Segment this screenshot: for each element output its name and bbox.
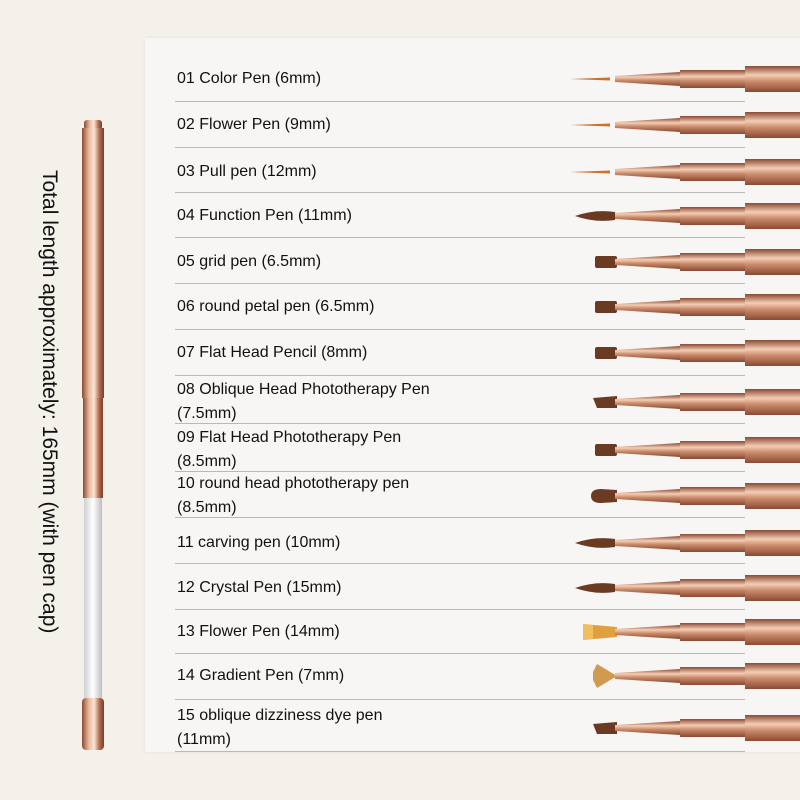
pen-label: 03 Pull pen (12mm) bbox=[177, 163, 317, 180]
row-divider bbox=[175, 471, 745, 472]
row-divider bbox=[175, 751, 745, 752]
row-divider bbox=[175, 609, 745, 610]
pen-label: 06 round petal pen (6.5mm) bbox=[177, 298, 375, 315]
pen-label: 08 Oblique Head Phototherapy Pen (7.5mm) bbox=[177, 381, 430, 422]
brush-flat-image bbox=[595, 340, 800, 366]
row-divider bbox=[175, 423, 745, 424]
pen-row: 11 carving pen (10mm) bbox=[145, 519, 800, 564]
row-divider bbox=[175, 147, 745, 148]
row-divider bbox=[175, 192, 745, 193]
pen-row: 05 grid pen (6.5mm) bbox=[145, 238, 800, 284]
pen-row: 01 Color Pen (6mm) bbox=[145, 55, 800, 102]
brush-flat-image bbox=[595, 249, 800, 275]
pen-label: 11 carving pen (10mm) bbox=[177, 534, 341, 551]
caption-text: Total length approximately: 165mm (with … bbox=[38, 170, 61, 634]
pen-row: 03 Pull pen (12mm) bbox=[145, 148, 800, 193]
brush-oblique-image bbox=[593, 389, 800, 415]
brush-liner-image bbox=[570, 112, 800, 138]
pen-label: 14 Gradient Pen (7mm) bbox=[177, 667, 345, 684]
row-divider bbox=[175, 101, 745, 102]
row-divider bbox=[175, 375, 745, 376]
row-divider bbox=[175, 283, 745, 284]
brush-ombre-image bbox=[583, 619, 800, 645]
pen-label: 10 round head phototherapy pen (8.5mm) bbox=[177, 475, 410, 516]
capped-pen-image bbox=[82, 120, 104, 750]
pen-label: 09 Flat Head Phototherapy Pen (8.5mm) bbox=[177, 429, 402, 470]
row-divider bbox=[175, 237, 745, 238]
pen-row: 04 Function Pen (11mm) bbox=[145, 192, 800, 238]
pen-row: 09 Flat Head Phototherapy Pen (8.5mm) bbox=[145, 426, 800, 472]
brush-fan-image bbox=[593, 663, 800, 689]
row-divider bbox=[175, 563, 745, 564]
total-length-caption: Total length approximately: 165mm (with … bbox=[33, 170, 63, 690]
row-divider bbox=[175, 517, 745, 518]
row-divider bbox=[175, 329, 745, 330]
pen-label: 04 Function Pen (11mm) bbox=[177, 207, 352, 224]
pen-label: 05 grid pen (6.5mm) bbox=[177, 253, 322, 270]
pen-label: 15 oblique dizziness dye pen (11mm) bbox=[177, 707, 383, 748]
pen-label: 07 Flat Head Pencil (8mm) bbox=[177, 344, 368, 361]
pen-label: 02 Flower Pen (9mm) bbox=[177, 116, 331, 133]
pen-label: 13 Flower Pen (14mm) bbox=[177, 623, 340, 640]
brush-round-image bbox=[575, 575, 800, 601]
pen-row: 10 round head phototherapy pen (8.5mm) bbox=[145, 472, 800, 518]
pen-label: 01 Color Pen (6mm) bbox=[177, 70, 322, 87]
brush-liner-image bbox=[570, 159, 800, 185]
brush-roundflat-image bbox=[591, 483, 800, 509]
pen-row: 06 round petal pen (6.5mm) bbox=[145, 283, 800, 330]
brush-flat-image bbox=[595, 294, 800, 320]
pen-row: 14 Gradient Pen (7mm) bbox=[145, 652, 800, 700]
row-divider bbox=[175, 653, 745, 654]
pen-row: 12 Crystal Pen (15mm) bbox=[145, 564, 800, 610]
brush-flat-image bbox=[595, 437, 800, 463]
pen-row: 02 Flower Pen (9mm) bbox=[145, 101, 800, 148]
brush-liner-image bbox=[570, 66, 800, 92]
brush-round-image bbox=[575, 203, 800, 229]
pen-row: 07 Flat Head Pencil (8mm) bbox=[145, 329, 800, 376]
pen-row: 15 oblique dizziness dye pen (11mm) bbox=[145, 704, 800, 752]
pen-row: 13 Flower Pen (14mm) bbox=[145, 608, 800, 654]
brush-round-image bbox=[575, 530, 800, 556]
pen-row: 08 Oblique Head Phototherapy Pen (7.5mm) bbox=[145, 378, 800, 424]
brush-oblique-image bbox=[593, 715, 800, 741]
row-divider bbox=[175, 699, 745, 700]
pen-label: 12 Crystal Pen (15mm) bbox=[177, 579, 342, 596]
